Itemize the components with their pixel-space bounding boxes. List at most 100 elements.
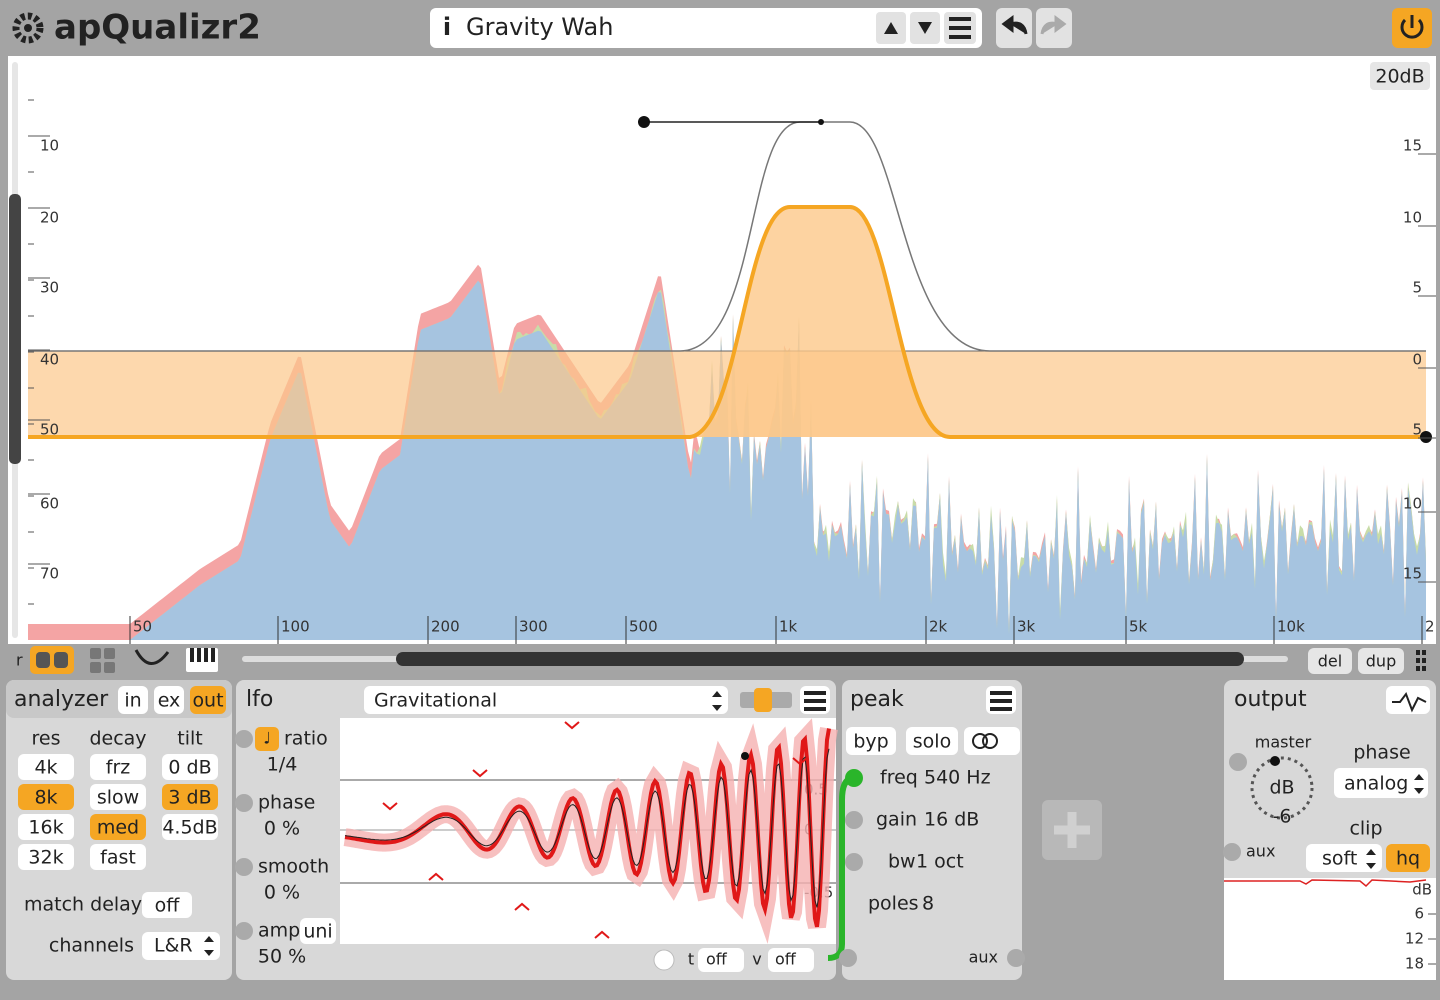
wave-icon xyxy=(1392,691,1427,713)
scroll-thumb[interactable] xyxy=(396,652,1244,666)
mod-dot[interactable] xyxy=(845,853,863,871)
zoom-thumb[interactable] xyxy=(9,194,21,464)
redo-icon xyxy=(1040,15,1067,35)
mod-dot[interactable] xyxy=(845,769,863,787)
lfo-t-select[interactable] xyxy=(698,948,744,972)
freq-label: 300 xyxy=(519,618,548,636)
eq-scale-label: 10 xyxy=(1403,495,1422,513)
delete-button[interactable] xyxy=(1308,648,1352,674)
mod-dot[interactable] xyxy=(1223,843,1241,861)
channels-label: channels xyxy=(49,935,134,957)
freq-label: 5k xyxy=(1129,618,1148,636)
source-button[interactable] xyxy=(118,686,148,714)
band-handle[interactable] xyxy=(638,116,650,128)
option-button-label: 4.5dB xyxy=(162,817,217,839)
mod-dot[interactable] xyxy=(235,794,253,812)
peak-param-label: gain xyxy=(876,809,917,831)
mod-dot[interactable] xyxy=(235,730,253,748)
option-button[interactable] xyxy=(90,844,146,870)
option-button[interactable] xyxy=(162,754,218,780)
channels-select[interactable] xyxy=(142,932,220,960)
grid-icon[interactable] xyxy=(90,662,101,673)
duplicate-button[interactable] xyxy=(1358,648,1404,674)
analyzer-scale-label: 70 xyxy=(40,565,59,583)
band-handle-small[interactable] xyxy=(818,119,824,125)
grid-icon[interactable] xyxy=(104,648,115,659)
analyzer-scale-label: 50 xyxy=(40,421,59,439)
bypass-button[interactable] xyxy=(846,727,896,755)
amp-mode-button[interactable] xyxy=(300,918,336,944)
mod-dot[interactable] xyxy=(1229,753,1247,771)
select-arrows xyxy=(1414,774,1424,794)
eq-scale-label: 5 xyxy=(1412,279,1422,297)
preset-box xyxy=(430,8,982,48)
mod-dot[interactable] xyxy=(235,858,253,876)
source-button[interactable] xyxy=(190,686,226,714)
piano-key xyxy=(204,648,208,662)
mod-dot[interactable] xyxy=(845,811,863,829)
option-button[interactable] xyxy=(162,784,218,810)
lfo-v-select[interactable] xyxy=(768,948,814,972)
hq-button-label: hq xyxy=(1396,848,1420,870)
analyzer-scale-label: 40 xyxy=(40,351,59,369)
mod-dot[interactable] xyxy=(1007,949,1025,967)
freq-label: 500 xyxy=(629,618,658,636)
option-button[interactable] xyxy=(18,844,74,870)
meter-unit: dB xyxy=(1412,881,1432,899)
undo-button[interactable] xyxy=(996,8,1032,48)
solo-button[interactable] xyxy=(906,727,958,755)
lfo-param-value: 50 % xyxy=(258,946,306,968)
option-button[interactable] xyxy=(162,814,218,840)
master-knob[interactable] xyxy=(1250,756,1314,820)
lfo-marker xyxy=(792,757,808,766)
meter-scale-label: 18 xyxy=(1405,955,1424,973)
mod-dot[interactable] xyxy=(235,922,253,940)
grid-icon[interactable] xyxy=(90,648,101,659)
magnet-icon[interactable] xyxy=(653,949,675,971)
option-button[interactable] xyxy=(18,754,74,780)
menu-icon-bar xyxy=(990,699,1012,703)
match-delay-value[interactable] xyxy=(142,892,192,918)
lfo-param-label: phase xyxy=(258,792,315,814)
lfo-wave xyxy=(344,728,831,928)
hq-button[interactable] xyxy=(1386,844,1430,872)
lfo-wave-thin xyxy=(344,748,830,908)
preset-name: Gravity Wah xyxy=(466,13,613,41)
curve-icon[interactable] xyxy=(134,649,170,665)
option-button[interactable] xyxy=(18,784,74,810)
peak-param-value: 8 xyxy=(922,893,934,915)
peak-param-value: 540 Hz xyxy=(924,767,991,789)
redo-button[interactable] xyxy=(1036,8,1072,48)
option-button[interactable] xyxy=(90,754,146,780)
source-button[interactable] xyxy=(154,686,184,714)
grid-icon[interactable] xyxy=(104,662,115,673)
meter-scale-label: 12 xyxy=(1405,930,1424,948)
option-button[interactable] xyxy=(90,814,146,840)
peak-param-label: poles xyxy=(868,893,919,915)
clip-select[interactable] xyxy=(1306,844,1382,872)
lfo-marker xyxy=(382,802,398,811)
gain-handle[interactable] xyxy=(1420,431,1432,443)
phase-select[interactable] xyxy=(1334,768,1428,798)
output-aux: aux xyxy=(1246,842,1275,861)
sync-button[interactable] xyxy=(255,727,279,751)
lfo-param-value: 0 % xyxy=(264,818,300,840)
option-button[interactable] xyxy=(18,814,74,840)
match-delay-value-label: off xyxy=(155,895,181,917)
menu-icon-bar xyxy=(949,26,971,30)
menu-icon-bar xyxy=(804,699,826,703)
source-button-label: out xyxy=(192,690,223,712)
mod-dot[interactable] xyxy=(839,949,857,967)
eq-range-button[interactable] xyxy=(1370,62,1430,90)
more-icon xyxy=(1422,666,1426,671)
amp-mode-button-label: uni xyxy=(303,921,332,943)
lfo-shape-select[interactable] xyxy=(364,686,728,714)
settings-icon[interactable] xyxy=(12,12,44,44)
match-delay-label: match delay xyxy=(24,894,142,916)
option-button[interactable] xyxy=(90,784,146,810)
eq-scale-label: 15 xyxy=(1403,137,1422,155)
menu-icon-bar xyxy=(804,691,826,695)
channels-value: L&R xyxy=(154,935,193,957)
lfo-v-value: off xyxy=(775,950,797,969)
